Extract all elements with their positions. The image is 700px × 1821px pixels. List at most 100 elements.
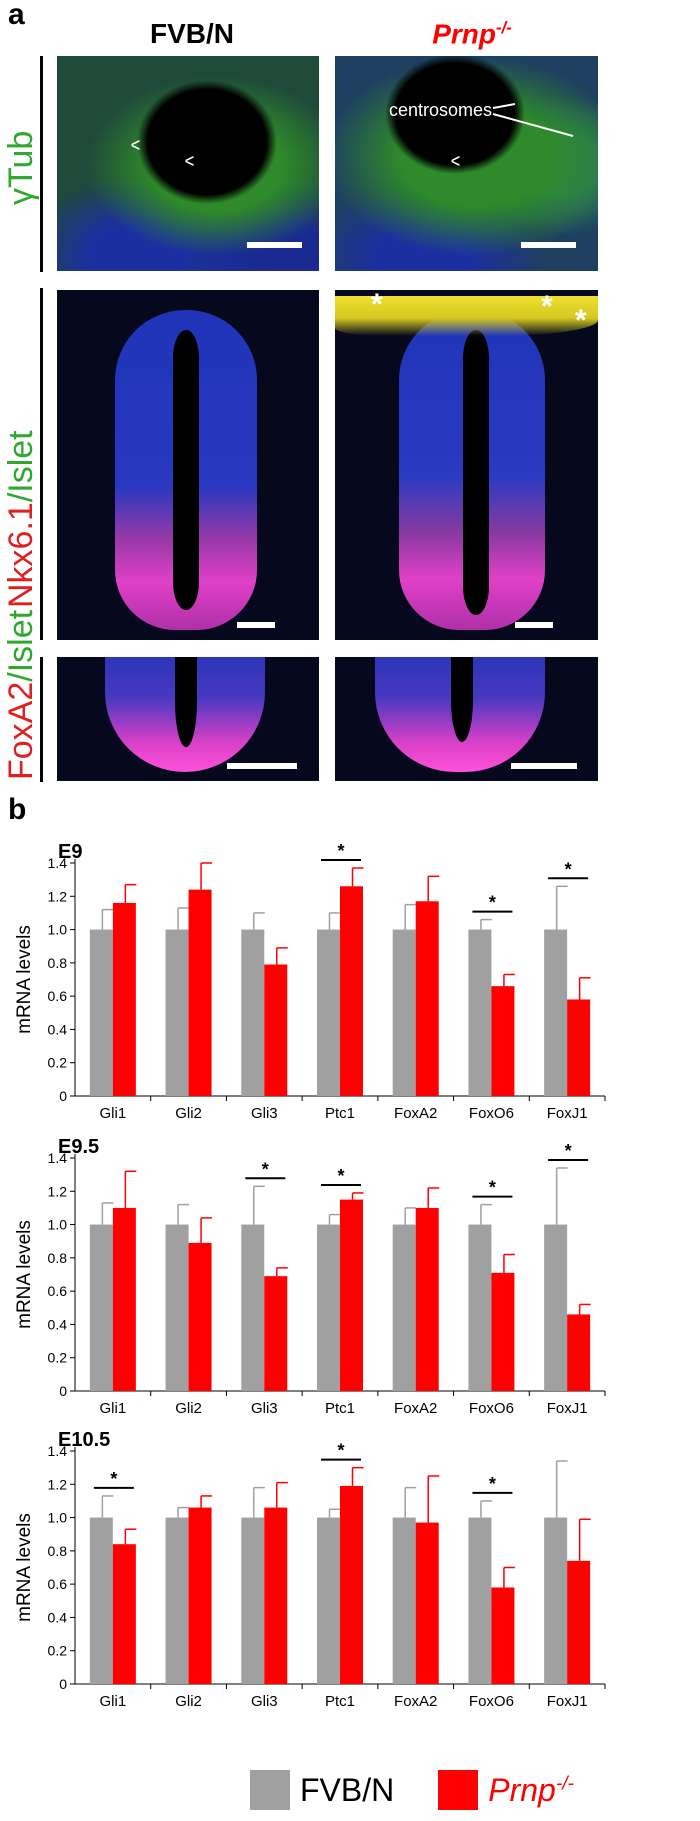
significance-asterisk: * xyxy=(565,859,572,879)
x-tick-label: Gli3 xyxy=(251,1693,278,1710)
y-tick-label: 1.4 xyxy=(48,1150,68,1166)
bar xyxy=(188,1507,212,1684)
y-axis-label: mRNA levels xyxy=(14,925,35,1034)
bar xyxy=(89,1224,113,1391)
scale-bar xyxy=(511,763,577,769)
bar xyxy=(415,1207,439,1391)
x-tick-label: Ptc1 xyxy=(325,1400,355,1417)
bar xyxy=(264,964,288,1096)
y-tick-label: 0.6 xyxy=(48,1576,68,1592)
arrowhead-marker: ^ xyxy=(181,155,207,167)
y-tick-label: 0 xyxy=(59,1676,67,1692)
legend-swatch-fvbn xyxy=(250,1770,290,1810)
micrograph-nkx-prnp: * * * xyxy=(335,290,598,640)
x-tick-label: FoxJ1 xyxy=(547,1400,588,1417)
y-tick-label: 0.8 xyxy=(48,1543,68,1559)
asterisk-marker: * xyxy=(575,304,587,337)
y-tick-label: 0.2 xyxy=(48,1055,68,1071)
bar-chart-e9-5: E9.5 mRNA levels 0 0.2 0.4 0.6 0.8 1.0 1.2 1.4 Gli… xyxy=(14,1136,606,1417)
chart-title: E9.5 xyxy=(58,1136,99,1158)
x-tick-label: Ptc1 xyxy=(325,1105,355,1122)
bar xyxy=(188,1242,212,1391)
y-tick-label: 0 xyxy=(59,1088,67,1104)
row-divider-foxa2 xyxy=(40,657,43,782)
bar xyxy=(340,1485,363,1684)
lumen xyxy=(463,330,489,615)
bar xyxy=(165,929,189,1096)
x-tick-label: FoxO6 xyxy=(469,1693,514,1710)
significance-asterisk: * xyxy=(110,1469,117,1489)
bar-chart-e9: E9 mRNA levels 0 0.2 0.4 0.6 0.8 1.0 1.2 1.4 Gli1 G… xyxy=(14,841,606,1122)
bar xyxy=(89,1517,113,1684)
y-tick-label: 0.4 xyxy=(48,1609,68,1625)
asterisk-marker: * xyxy=(371,290,383,321)
x-tick-label: Ptc1 xyxy=(325,1693,355,1710)
lumen xyxy=(451,657,473,742)
x-tick-label: Gli3 xyxy=(251,1400,278,1417)
bar xyxy=(392,1517,416,1684)
scale-bar xyxy=(515,622,553,628)
bar xyxy=(415,901,439,1096)
centrosome-pointer-lines xyxy=(492,103,574,137)
y-tick-label: 0 xyxy=(59,1383,67,1399)
bar xyxy=(112,1207,136,1391)
arrowhead-marker: ^ xyxy=(447,155,473,167)
asterisk-marker: * xyxy=(541,290,553,323)
x-tick-label: FoxO6 xyxy=(469,1105,514,1122)
bar xyxy=(491,1587,515,1684)
bar xyxy=(491,986,515,1096)
centrosomes-label: centrosomes xyxy=(389,100,493,120)
y-tick-label: 0.4 xyxy=(48,1021,68,1037)
arrowhead-marker: ^ xyxy=(127,139,153,151)
lumen xyxy=(175,657,197,747)
y-tick-label: 1.0 xyxy=(48,922,68,938)
lumen xyxy=(173,330,199,610)
panel-a-letter: a xyxy=(8,0,25,31)
bar xyxy=(241,929,265,1096)
scale-bar xyxy=(237,622,275,628)
x-tick-label: Gli2 xyxy=(175,1693,202,1710)
y-tick-label: 1.0 xyxy=(48,1510,68,1526)
scale-bar xyxy=(247,242,302,248)
bar xyxy=(340,886,363,1096)
x-tick-label: FoxA2 xyxy=(394,1105,437,1122)
bar xyxy=(468,929,492,1096)
bar xyxy=(165,1224,189,1391)
y-tick-label: 0.6 xyxy=(48,1283,68,1299)
y-tick-label: 0.4 xyxy=(48,1316,68,1332)
bar xyxy=(544,1517,568,1684)
row-divider-gtub xyxy=(40,56,43,272)
significance-asterisk: * xyxy=(489,1178,496,1198)
bar xyxy=(264,1276,288,1391)
x-tick-label: FoxJ1 xyxy=(547,1693,588,1710)
y-tick-label: 1.4 xyxy=(48,855,68,871)
significance-asterisk: * xyxy=(262,1159,269,1179)
y-axis-label: mRNA levels xyxy=(14,1220,35,1329)
bar xyxy=(317,929,340,1096)
significance-asterisk: * xyxy=(489,1474,496,1494)
bar xyxy=(340,1199,363,1391)
panel-b-letter: b xyxy=(8,793,27,826)
bar xyxy=(112,902,136,1096)
bar xyxy=(491,1272,515,1391)
bar xyxy=(468,1224,492,1391)
x-tick-label: Gli2 xyxy=(175,1105,202,1122)
y-tick-label: 0.6 xyxy=(48,988,68,1004)
bar xyxy=(392,929,416,1096)
y-tick-label: 0.2 xyxy=(48,1350,68,1366)
bar xyxy=(241,1224,265,1391)
x-tick-label: FoxO6 xyxy=(469,1400,514,1417)
y-tick-label: 1.2 xyxy=(48,1183,68,1199)
x-tick-label: Gli1 xyxy=(100,1693,127,1710)
y-tick-label: 0.2 xyxy=(48,1643,68,1659)
y-tick-label: 0.8 xyxy=(48,955,68,971)
row-label-foxa2: FoxA2/Islet xyxy=(2,609,40,780)
chart-legend: FVB/N Prnp-/- xyxy=(250,1770,574,1810)
bar xyxy=(415,1522,439,1684)
bar xyxy=(392,1224,416,1391)
x-tick-label: Gli1 xyxy=(100,1105,127,1122)
significance-asterisk: * xyxy=(337,841,344,861)
bar xyxy=(567,999,591,1096)
bar xyxy=(89,929,113,1096)
row-divider-nkx xyxy=(40,288,43,640)
